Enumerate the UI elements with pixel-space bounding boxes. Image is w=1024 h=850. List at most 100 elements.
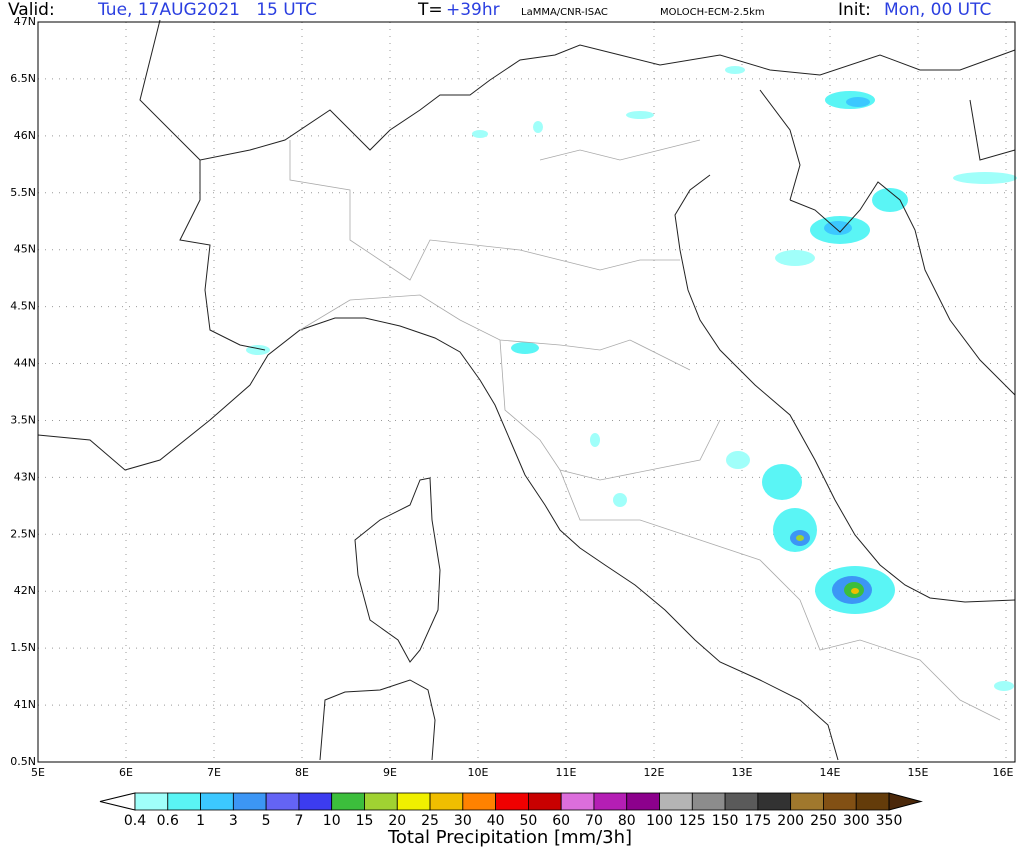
lon-label: 8E (295, 766, 309, 779)
lead-label: T= (417, 0, 443, 20)
colorbar-label: 200 (777, 813, 804, 829)
lon-label: 6E (119, 766, 133, 779)
colorbar-label: 70 (585, 813, 603, 829)
lon-label: 13E (732, 766, 753, 779)
colorbar-label: 350 (876, 813, 903, 829)
colorbar-label: 150 (712, 813, 739, 829)
map-frame (37, 21, 1016, 763)
colorbar-label: 50 (519, 813, 537, 829)
colorbar-label: 15 (356, 813, 374, 829)
coastline (37, 317, 839, 761)
header: Valid: Tue, 17AUG2021 15 UTC T= +39hr La… (8, 0, 991, 20)
colorbar-label: 60 (552, 813, 570, 829)
colorbar-label: 125 (679, 813, 706, 829)
colorbar-box (200, 792, 234, 811)
precip-area (626, 111, 654, 119)
coastline (319, 679, 436, 761)
colorbar-label: 7 (294, 813, 303, 829)
colorbar-label: 3 (229, 813, 238, 829)
regional-borders (289, 139, 1001, 721)
colorbar-box (790, 792, 824, 811)
precip-area (872, 188, 908, 212)
lat-label: 42N (14, 584, 36, 597)
precip-area (725, 66, 745, 74)
precip-area (775, 250, 815, 266)
colorbar-title: Total Precipitation [mm/3h] (387, 827, 632, 848)
colorbar-box (659, 792, 693, 811)
colorbar-box (691, 792, 726, 811)
colorbar-box (396, 792, 431, 811)
precip-area (472, 130, 488, 138)
lat-label: 41N (14, 698, 36, 711)
national-border (139, 19, 201, 161)
lat-label: 4.5N (10, 300, 36, 313)
colorbar-label: 80 (618, 813, 636, 829)
lon-label: 14E (820, 766, 841, 779)
colorbar-box (331, 792, 365, 811)
colorbar-box (232, 792, 267, 811)
lat-label: 2.5N (10, 527, 36, 540)
colorbar-label: 25 (421, 813, 439, 829)
colorbar-triangle (888, 792, 923, 811)
colorbar-box (265, 792, 300, 811)
lon-label: 5E (31, 766, 45, 779)
colorbar: 0.4 0.6 1 3 5 7 10 15 20 25 30 40 50 60 70 80 100 125 150 1… (99, 792, 923, 829)
lat-label: 45N (14, 243, 36, 256)
colorbar-label: 5 (262, 813, 271, 829)
init-label: Init: (838, 0, 871, 20)
lon-label: 9E (383, 766, 397, 779)
colorbar-box (429, 792, 464, 811)
precipitation (246, 66, 1017, 691)
colorbar-box (167, 792, 201, 811)
lat-label: 44N (14, 357, 36, 370)
lead-time: +39hr (446, 0, 500, 20)
regional-border (499, 339, 721, 481)
lat-label: 3.5N (10, 413, 36, 426)
regional-border (539, 139, 701, 161)
model: MOLOCH-ECM-2.5km (660, 7, 765, 18)
lat-label: 5.5N (10, 186, 36, 199)
valid-time: Tue, 17AUG2021 15 UTC (97, 0, 317, 20)
lon-label: 15E (908, 766, 929, 779)
lon-label: 16E (993, 766, 1014, 779)
precip-area (994, 681, 1014, 691)
coastlines (37, 19, 1016, 761)
precip-area (953, 172, 1017, 184)
precip-area (846, 97, 870, 107)
valid-label: Valid: (8, 0, 55, 20)
colorbar-box (757, 792, 792, 811)
graticule: 5E 6E 7E 8E 9E 10E 11E 12E 13E 14E 15E 16E 47N 6.5N 46… (10, 15, 1015, 779)
colorbar-label: 40 (487, 813, 505, 829)
regional-border (299, 294, 691, 371)
colorbar-label: 10 (323, 813, 341, 829)
coastline (789, 181, 1016, 396)
colorbar-box (823, 792, 857, 811)
coastline (354, 477, 441, 663)
precip-area (851, 588, 859, 594)
colorbar-box (855, 792, 890, 811)
colorbar-box (560, 792, 595, 811)
colorbar-label: 175 (745, 813, 772, 829)
lat-label: 1.5N (10, 641, 36, 654)
precip-area (613, 493, 627, 507)
colorbar-triangle (99, 792, 136, 811)
colorbar-label: 100 (646, 813, 673, 829)
lat-label: 0.5N (10, 755, 36, 768)
precip-area (726, 451, 750, 469)
regional-border (559, 469, 1001, 721)
colorbar-box (527, 792, 562, 811)
colorbar-box (495, 792, 529, 811)
national-border (179, 44, 1016, 351)
colorbar-label: 250 (810, 813, 837, 829)
init-time: Mon, 00 UTC (884, 0, 991, 20)
colorbar-box (462, 792, 497, 811)
lon-label: 10E (468, 766, 489, 779)
lat-label: 47N (14, 15, 36, 28)
colorbar-label: 30 (454, 813, 472, 829)
colorbar-box (364, 792, 398, 811)
regional-border (289, 140, 680, 281)
precip-area (773, 508, 817, 552)
precip-area (796, 535, 804, 541)
